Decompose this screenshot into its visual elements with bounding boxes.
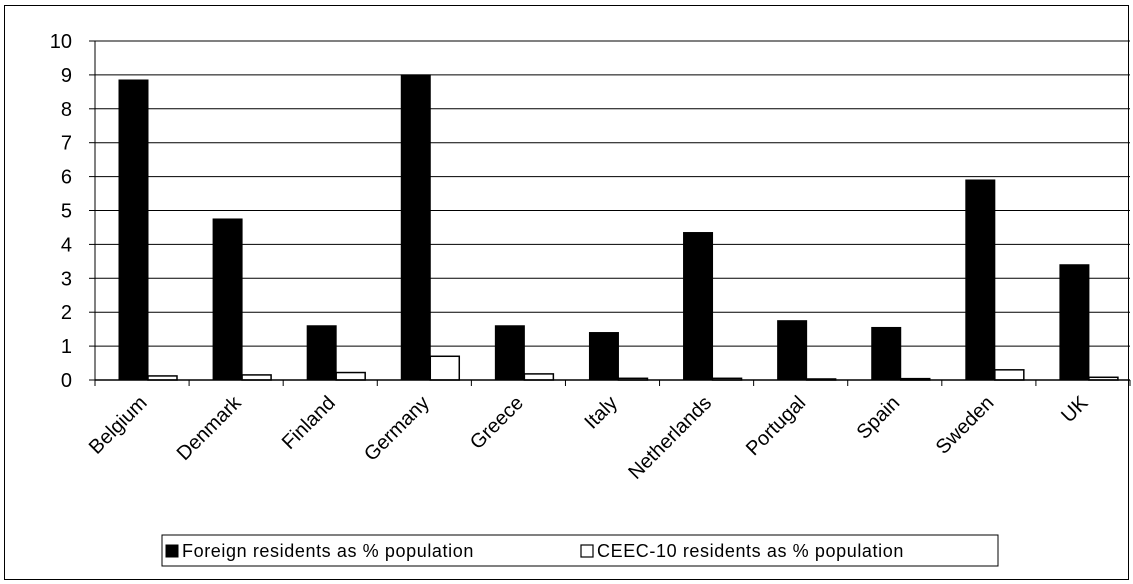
bar-ceec-germany bbox=[429, 355, 461, 381]
x-tick-label: Sweden bbox=[932, 392, 999, 459]
bar-foreign-finland bbox=[306, 325, 337, 381]
legend-swatch-ceec bbox=[580, 544, 594, 558]
legend-swatch-foreign bbox=[165, 544, 179, 558]
y-tick-label: 9 bbox=[61, 65, 72, 87]
x-tick-label: Italy bbox=[581, 392, 622, 433]
y-tick-label: 3 bbox=[61, 268, 72, 290]
legend-box bbox=[161, 534, 999, 567]
y-tick-label: 5 bbox=[61, 201, 72, 223]
bars bbox=[118, 74, 1119, 381]
bar-ceec-sweden bbox=[994, 369, 1025, 381]
x-tick-label: Belgium bbox=[85, 392, 152, 459]
bar-ceec-greece bbox=[523, 373, 555, 381]
x-tick-label: Spain bbox=[853, 392, 905, 444]
x-tick-label: UK bbox=[1057, 392, 1093, 428]
bar-foreign-denmark bbox=[212, 218, 243, 381]
bar-foreign-greece bbox=[494, 325, 525, 381]
chart-frame bbox=[4, 5, 1129, 580]
legend-label-foreign: Foreign residents as % population bbox=[182, 541, 474, 561]
legend: Foreign residents as % population CEEC-1… bbox=[161, 534, 999, 567]
y-tick-label: 4 bbox=[61, 234, 72, 256]
y-tick-label: 7 bbox=[61, 133, 72, 155]
x-axis: Belgium Denmark Finland Germany Greece Italy N… bbox=[85, 379, 1131, 484]
y-axis: 0 1 2 3 4 5 6 7 8 9 10 bbox=[50, 31, 96, 392]
x-tick-label: Portugal bbox=[742, 392, 810, 460]
y-tick-label: 0 bbox=[61, 370, 72, 392]
bar-foreign-belgium bbox=[118, 79, 149, 381]
x-tick-label: Germany bbox=[360, 392, 434, 466]
x-tick-label: Netherlands bbox=[624, 392, 716, 484]
y-tick-label: 6 bbox=[61, 167, 72, 189]
y-tick-label: 8 bbox=[61, 99, 72, 121]
bar-foreign-sweden bbox=[965, 179, 996, 381]
y-tick-label: 2 bbox=[61, 302, 72, 324]
bar-foreign-germany bbox=[400, 74, 431, 381]
bar-foreign-netherlands bbox=[683, 232, 714, 381]
bar-foreign-italy bbox=[588, 332, 619, 381]
bar-ceec-finland bbox=[335, 371, 366, 381]
x-tick-label: Finland bbox=[278, 392, 340, 454]
x-tick-label: Greece bbox=[466, 392, 528, 454]
bar-foreign-portugal bbox=[777, 320, 808, 381]
y-tick-label: 1 bbox=[61, 336, 72, 358]
x-tick-label: Denmark bbox=[173, 391, 247, 465]
bar-ceec-denmark bbox=[241, 374, 272, 381]
legend-label-ceec: CEEC-10 residents as % population bbox=[597, 541, 904, 561]
y-tick-label: 10 bbox=[50, 31, 72, 53]
bar-foreign-spain bbox=[871, 326, 902, 381]
bar-foreign-uk bbox=[1059, 264, 1090, 381]
gridlines bbox=[95, 40, 1130, 347]
